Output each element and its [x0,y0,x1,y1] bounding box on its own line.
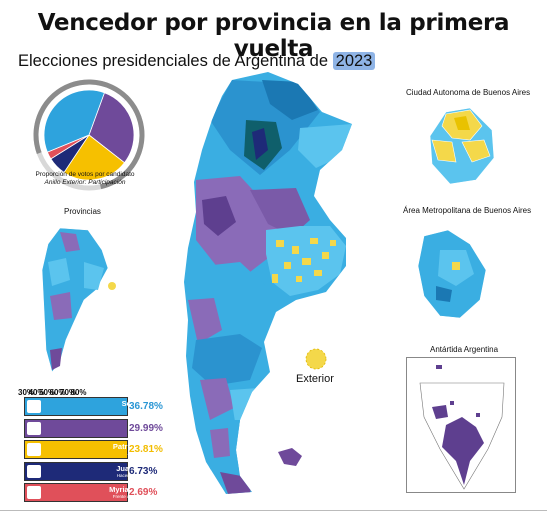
party-logo-icon [27,464,41,478]
map-region-santafe [250,188,310,236]
pie-caption-text: Proporción de votos por candidato [35,171,135,178]
antartida-inset [406,357,516,493]
pie-slice [43,89,105,153]
page-subtitle: Elecciones presidenciales de Argentina d… [18,52,376,71]
map-region-bsas-bullrich [272,238,336,283]
candidate-percentage: 23.81% [129,444,163,456]
candidate-party: La Libertad Avanza [131,429,170,435]
candidate-bar [24,418,128,438]
scale-tick: 50% [39,388,56,397]
map-region-santacruz-milei [210,428,230,458]
map-malvinas [278,448,302,466]
candidate-name: Sergio Massa [121,399,170,408]
candidate-legend: Sergio Massa Union por la Patria 36.78% Jav… [24,397,174,505]
candidate-bar [24,483,128,503]
party-logo-icon [27,443,41,457]
map-exterior [306,349,326,369]
subtitle-year: 2023 [332,52,376,70]
candidate-name: Patricia Bullrich [112,442,170,452]
scale-tick: 80% [70,388,87,397]
label-caba: Ciudad Autonoma de Buenos Aires [406,88,531,97]
label-exterior: Exterior [296,373,334,385]
percentage-scale: 30% 40% 50% 60% 70% 80% [18,388,87,397]
pie-slice [88,92,135,164]
candidate-row: Patricia Bullrich Juntos por el Cambio 23.… [24,440,174,460]
candidate-row: Myriam Bregman Frente de Izquierda - Unid… [24,483,174,503]
candidate-percentage: 36.78% [129,401,163,412]
candidate-party: Juntos por el Cambio [127,451,170,457]
candidate-percentage: 29.99% [129,422,163,434]
candidate-row: Juan Schiaretti Hacemos por nuestro País 6… [24,461,174,482]
antartida-inset-map [419,365,505,490]
label-provincias: Provincias [64,207,101,216]
candidate-party: Union por la Patria [132,408,170,413]
map-region-chubut-milei [200,378,234,420]
party-logo-icon [27,486,41,500]
scale-tick: 60% [49,388,66,397]
candidate-percentage: 2.69% [129,487,158,499]
map-region-neuquen [188,298,222,344]
party-logo-icon [27,421,41,435]
map-region-milei-dark [202,196,236,236]
candidate-bar [24,461,128,481]
page-title: Vencedor por provincia en la primera vue… [37,10,510,62]
scale-tick: 70% [60,388,77,397]
candidate-name: Juan Schiaretti [116,463,170,473]
bottom-divider [0,510,547,511]
scale-tick: 30% [18,388,35,397]
scale-tick: 40% [28,388,45,397]
label-amba: Área Metropolitana de Buenos Aires [403,206,532,215]
candidate-row: Javier Milei La Libertad Avanza 29.99% [24,418,174,439]
provincias-inset-map [41,227,116,373]
map-region-dark [252,128,268,160]
candidate-name: Myriam Bregman [109,485,170,495]
map-region-rionegro [192,334,262,386]
candidate-party: Hacemos por nuestro País [116,472,170,478]
candidate-bar [24,397,128,416]
amba-inset-map [417,229,487,319]
pie-caption-sub: Anillo Exterior: Participación [44,179,126,186]
caba-inset-map [429,107,495,185]
pie-slice [63,134,126,181]
candidate-bar [24,440,128,460]
candidate-party: Frente de Izquierda - Unidad [112,494,170,500]
candidate-row: Sergio Massa Union por la Patria 36.78% [24,397,174,417]
candidate-percentage: 6.73% [129,465,158,477]
pie-caption: Proporción de votos por candidato Anillo… [20,171,150,187]
vote-share-pie [33,79,145,191]
label-antartida: Antártida Argentina [430,345,499,354]
party-logo-icon [27,400,41,413]
candidate-name: Javier Milei [129,420,170,430]
subtitle-text: Elecciones presidenciales de Argentina d… [18,52,329,70]
